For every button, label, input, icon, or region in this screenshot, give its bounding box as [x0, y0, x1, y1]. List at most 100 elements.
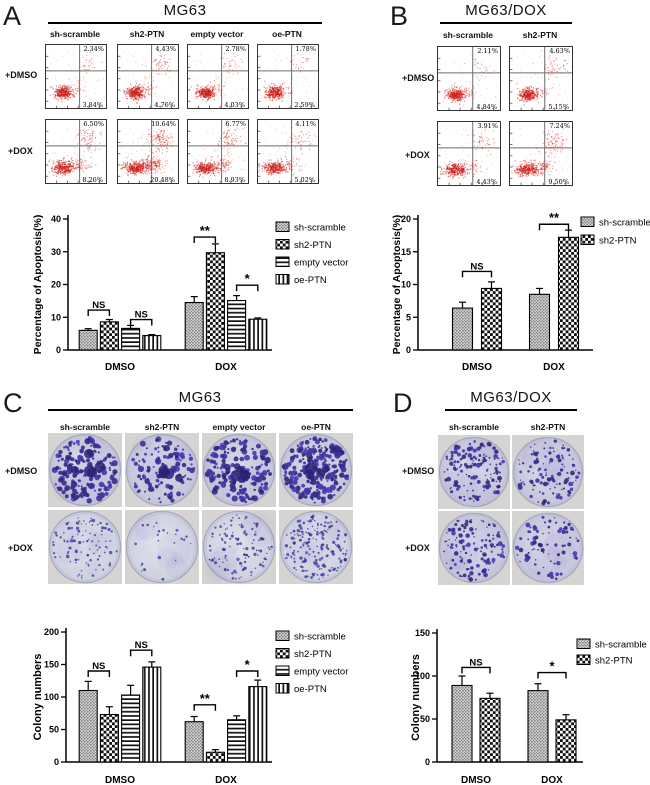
quadrant-lr-percent: 8.93%	[224, 176, 245, 184]
colony-dish	[512, 511, 584, 585]
colony-dish	[202, 433, 276, 507]
flow-plot: 1.78% 2.59%	[257, 44, 319, 109]
significance-label: *	[245, 657, 251, 672]
bar-sh2-PTN	[205, 252, 225, 351]
flow-scatter	[258, 120, 318, 183]
significance-label: NS	[135, 640, 148, 651]
row-label-dmso: +DMSO	[402, 466, 435, 476]
flow-plot: 4.43% 4.76%	[117, 44, 179, 109]
colony-dish	[279, 510, 353, 584]
significance-label: **	[549, 210, 560, 225]
panel-b-label: B	[390, 1, 409, 31]
panel-d-title-rule	[445, 409, 577, 411]
panel-c-title: MG63	[178, 389, 222, 406]
y-tick-label: 50	[49, 725, 59, 735]
col-header: oe-PTN	[301, 422, 331, 432]
bar-sh2-PTN	[99, 321, 119, 351]
flow-plot: 2.78% 4.03%	[187, 44, 249, 109]
colony-dish	[125, 510, 199, 584]
quadrant-lr-percent: 5.02%	[294, 176, 315, 184]
col-header: oe-PTN	[272, 29, 302, 39]
flow-plot: 2.34% 3.84%	[45, 44, 107, 109]
significance-bracket	[538, 223, 570, 231]
flow-scatter	[118, 45, 178, 108]
bar-empty vector	[121, 327, 141, 351]
bar-sh2-PTN	[205, 751, 225, 763]
quadrant-ur-percent: 2.78%	[225, 45, 246, 53]
colony-dish	[125, 433, 199, 507]
bar-oe-PTN	[142, 666, 162, 763]
quadrant-lr-percent: 4.84%	[476, 103, 497, 111]
colony-dish-image	[48, 433, 122, 507]
quadrant-ur-percent: 10.64%	[151, 120, 176, 128]
legend-swatch-sh-scramble	[580, 216, 595, 227]
significance-label: **	[200, 691, 211, 706]
panel-b-title: MG63/DOX	[465, 2, 547, 19]
significance-bracket	[193, 236, 217, 244]
colony-dish	[279, 433, 353, 507]
colony-dish-image	[202, 433, 276, 507]
bar-sh-scramble	[527, 690, 549, 763]
significance-bracket	[193, 704, 217, 711]
bar-oe-PTN	[248, 686, 268, 763]
row-label-dox: +DOX	[8, 543, 33, 553]
flow-plot: 6.77% 8.93%	[187, 119, 249, 184]
significance-bracket	[235, 670, 259, 677]
quadrant-ur-percent: 1.78%	[295, 45, 316, 53]
flow-plot: 10.64% 20.48%	[117, 119, 179, 184]
quadrant-ur-percent: 4.63%	[549, 47, 570, 55]
significance-label: NS	[469, 657, 482, 668]
bar-sh-scramble	[451, 307, 474, 351]
quadrant-lr-percent: 9.50%	[548, 178, 569, 186]
quadrant-lr-percent: 2.59%	[294, 101, 315, 109]
significance-label: NS	[92, 661, 105, 672]
legend-label: oe-PTN	[294, 275, 327, 286]
y-tick-label: 40	[51, 214, 61, 224]
colony-dish	[438, 511, 510, 585]
bar-sh-scramble	[78, 329, 98, 351]
y-tick-label: 100	[44, 692, 59, 702]
legend-swatch-sh2-PTN	[576, 654, 591, 665]
y-tick-label: 150	[44, 660, 59, 670]
bar-sh2-PTN	[555, 719, 577, 763]
legend-swatch-sh2-PTN	[580, 234, 595, 245]
colony-dish-image	[438, 511, 510, 585]
colony-dish	[48, 510, 122, 584]
col-header: empty vector	[212, 422, 266, 432]
y-tick-label: 30	[51, 247, 61, 257]
bar-empty vector	[121, 694, 141, 763]
bar-sh2-PTN	[479, 697, 501, 763]
category-label: DOX	[215, 362, 237, 373]
y-tick-label: 20	[51, 280, 61, 290]
panel-a-title-rule	[48, 22, 322, 24]
significance-label: NS	[135, 310, 148, 321]
col-header: sh2-PTN	[144, 422, 180, 432]
category-label: DOX	[215, 775, 237, 785]
y-tick-label: 200	[44, 627, 59, 637]
y-axis-label: Colony numbers	[410, 654, 422, 741]
category-label: DMSO	[105, 362, 135, 373]
colony-dish-image	[202, 510, 276, 584]
quadrant-lr-percent: 3.84%	[82, 101, 103, 109]
flow-scatter	[510, 122, 572, 185]
col-header: sh-scramble	[442, 30, 494, 40]
flow-scatter	[188, 120, 248, 183]
panel-c-label: C	[3, 388, 23, 418]
bar-sh2-PTN	[480, 287, 503, 351]
colony-dish-image	[48, 510, 122, 584]
legend-label: sh2-PTN	[294, 649, 332, 660]
colony-dish-image	[125, 510, 199, 584]
legend-swatch-sh2-PTN	[275, 648, 290, 659]
legend-label: sh-scramble	[294, 632, 346, 643]
legend-label: empty vector	[294, 258, 348, 269]
quadrant-ur-percent: 4.43%	[155, 45, 176, 53]
significance-label: *	[245, 271, 251, 286]
flow-scatter	[438, 122, 500, 185]
colony-dish	[202, 510, 276, 584]
colony-dish-image	[279, 433, 353, 507]
legend-swatch-empty vector	[275, 256, 290, 267]
significance-bracket	[129, 649, 153, 657]
col-header: sh-scramble	[49, 29, 101, 39]
legend-swatch-sh-scramble	[275, 630, 290, 641]
